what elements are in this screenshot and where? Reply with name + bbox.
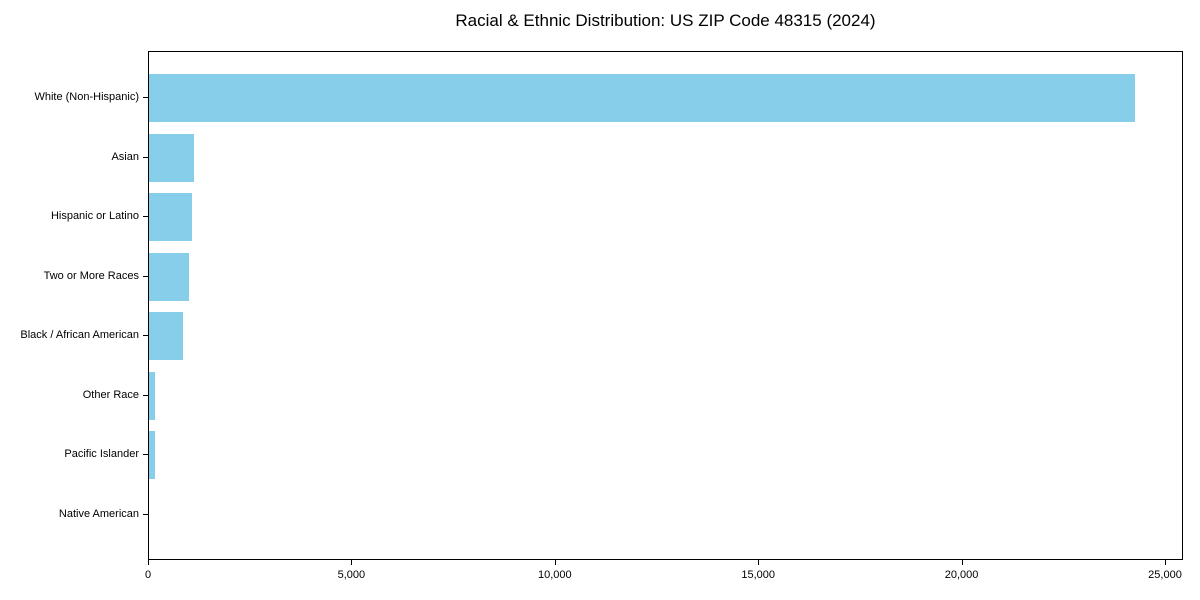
bar-pacific-islander [149, 431, 155, 480]
bar-white-non-hispanic [149, 74, 1136, 122]
y-tick-label: Hispanic or Latino [50, 210, 139, 223]
plot-area [148, 51, 1183, 560]
bar-black-african-american [149, 312, 183, 361]
y-tick-mark [143, 275, 148, 277]
y-tick-mark [143, 514, 148, 515]
y-tick-label: Pacific Islander [64, 448, 139, 461]
y-tick-mark [143, 394, 148, 396]
x-tick-mark [961, 560, 963, 565]
x-tick-label: 0 [144, 569, 152, 581]
bar-hispanic-or-latino [149, 193, 193, 242]
x-tick-label: 15,000 [741, 569, 776, 581]
y-tick-mark [143, 454, 148, 456]
y-tick-mark [143, 335, 148, 337]
x-tick-mark [758, 560, 760, 565]
y-tick-mark [143, 156, 148, 158]
y-tick-label: White (Non-Hispanic) [34, 91, 139, 103]
y-tick-label: Black / African American [20, 329, 139, 342]
y-tick-mark [143, 216, 148, 218]
chart-title: Racial & Ethnic Distribution: US ZIP Cod… [455, 11, 876, 30]
x-tick-label: 25,000 [1148, 569, 1182, 581]
x-tick-label: 5,000 [337, 569, 366, 581]
x-tick-mark [554, 560, 556, 565]
bar-asian [149, 133, 194, 182]
x-tick-mark [1165, 560, 1166, 565]
x-tick-label: 10,000 [537, 569, 572, 581]
y-tick-label: Native American [58, 508, 139, 520]
y-tick-label: Other Race [82, 388, 139, 401]
y-tick-label: Two or More Races [43, 269, 139, 282]
y-tick-mark [143, 97, 148, 98]
x-tick-label: 20,000 [944, 569, 979, 581]
x-tick-mark [351, 560, 353, 565]
x-tick-mark [148, 560, 149, 565]
bar-other-race [149, 371, 156, 420]
y-tick-label: Asian [111, 150, 139, 163]
bar-two-or-more-races [149, 252, 190, 301]
